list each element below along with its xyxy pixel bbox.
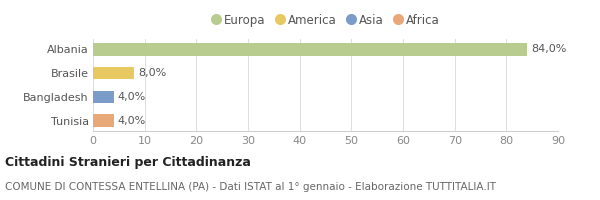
Text: 4,0%: 4,0% bbox=[118, 116, 146, 126]
Bar bbox=[93, 114, 113, 127]
Bar bbox=[93, 43, 527, 56]
Text: 4,0%: 4,0% bbox=[118, 92, 146, 102]
Bar bbox=[93, 91, 113, 103]
Bar bbox=[93, 67, 134, 79]
Legend: Europa, America, Asia, Africa: Europa, America, Asia, Africa bbox=[206, 9, 445, 31]
Text: 84,0%: 84,0% bbox=[531, 44, 566, 54]
Text: COMUNE DI CONTESSA ENTELLINA (PA) - Dati ISTAT al 1° gennaio - Elaborazione TUTT: COMUNE DI CONTESSA ENTELLINA (PA) - Dati… bbox=[5, 182, 496, 192]
Text: 8,0%: 8,0% bbox=[139, 68, 167, 78]
Text: Cittadini Stranieri per Cittadinanza: Cittadini Stranieri per Cittadinanza bbox=[5, 156, 251, 169]
